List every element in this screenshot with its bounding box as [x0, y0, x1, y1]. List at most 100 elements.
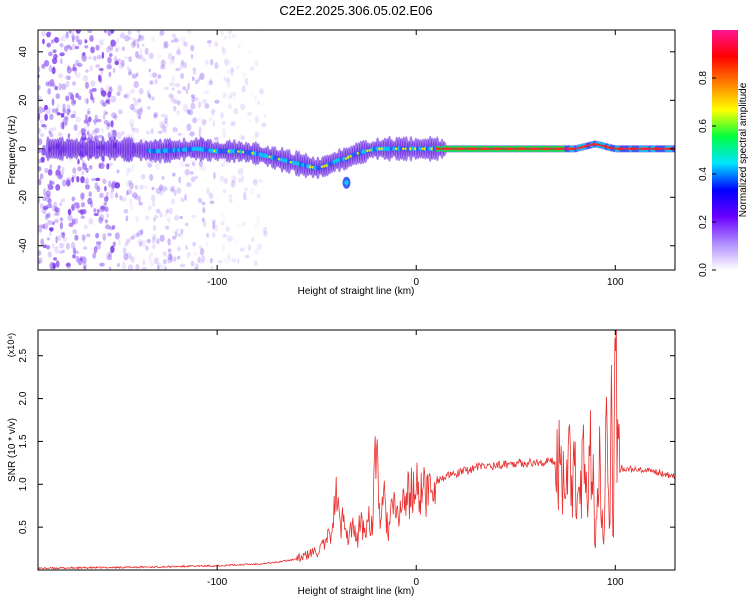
noise-speckle	[89, 35, 94, 42]
noise-speckle	[54, 245, 59, 254]
noise-speckle	[114, 182, 121, 189]
noise-speckle	[94, 127, 100, 134]
noise-speckle	[90, 46, 95, 54]
noise-speckle	[160, 30, 165, 36]
noise-speckle	[149, 173, 154, 182]
noise-speckle	[157, 74, 162, 79]
noise-speckle	[151, 200, 156, 208]
noise-speckle	[195, 79, 199, 85]
noise-speckle	[193, 97, 199, 102]
noise-speckle	[59, 170, 64, 178]
noise-speckle	[116, 37, 120, 44]
colorbar-label: Normalized spectral amplitude	[738, 82, 749, 217]
noise-speckle	[57, 173, 63, 180]
noise-speckle	[171, 75, 176, 83]
noise-speckle	[66, 66, 72, 74]
noise-speckle	[58, 83, 62, 91]
noise-speckle	[145, 245, 149, 251]
noise-speckle	[134, 109, 140, 114]
noise-speckle	[41, 31, 46, 37]
noise-speckle	[71, 218, 76, 225]
noise-speckle	[47, 203, 53, 209]
noise-speckle	[97, 134, 104, 139]
noise-speckle	[83, 265, 87, 270]
noise-speckle	[38, 260, 41, 265]
noise-speckle	[118, 239, 121, 247]
noise-speckle	[108, 44, 114, 51]
noise-speckle	[38, 166, 42, 172]
noise-speckle	[89, 165, 93, 170]
noise-speckle	[233, 93, 236, 102]
noise-speckle	[97, 209, 100, 213]
noise-speckle	[191, 214, 196, 219]
noise-speckle	[151, 194, 156, 201]
noise-speckle	[82, 246, 88, 250]
noise-speckle	[201, 254, 206, 263]
noise-speckle	[198, 166, 203, 171]
noise-speckle	[130, 123, 134, 131]
noise-speckle	[223, 76, 227, 82]
noise-speckle	[135, 51, 139, 58]
noise-speckle	[40, 133, 44, 138]
noise-speckle	[128, 56, 132, 63]
noise-speckle	[143, 184, 149, 190]
noise-speckle	[254, 94, 257, 102]
noise-speckle	[93, 212, 99, 217]
noise-speckle	[66, 117, 69, 122]
noise-speckle	[62, 108, 67, 115]
noise-speckle	[163, 121, 169, 128]
noise-speckle	[88, 218, 94, 225]
snr-plot-frame	[37, 329, 676, 571]
noise-speckle	[87, 30, 93, 34]
noise-speckle	[101, 51, 105, 59]
noise-speckle	[55, 107, 59, 114]
noise-speckle	[87, 110, 91, 115]
noise-speckle	[138, 202, 143, 206]
snr-y-tick-label: 1.0	[18, 477, 29, 491]
noise-speckle	[136, 30, 141, 34]
noise-speckle	[112, 129, 117, 138]
noise-speckle	[217, 260, 222, 264]
noise-speckle	[237, 258, 240, 265]
noise-speckle	[198, 260, 205, 264]
colorbar: 0.0 0.2 0.4 0.6 0.8 Normalized spectral ampl…	[698, 30, 749, 277]
noise-speckle	[137, 115, 142, 120]
noise-speckle	[167, 216, 171, 223]
noise-speckle	[221, 244, 225, 252]
noise-speckle	[95, 232, 100, 239]
noise-speckle	[153, 112, 158, 117]
noise-speckle	[238, 177, 242, 183]
noise-speckle	[237, 167, 244, 176]
noise-speckle	[49, 79, 55, 87]
noise-speckle	[139, 241, 142, 247]
noise-speckle	[77, 130, 81, 136]
noise-speckle	[78, 96, 82, 101]
noise-speckle	[42, 38, 45, 45]
noise-speckle	[108, 162, 113, 167]
noise-speckle	[54, 86, 58, 91]
noise-speckle	[62, 179, 67, 187]
noise-speckle	[243, 196, 247, 201]
noise-speckle	[132, 108, 137, 113]
noise-speckle	[148, 68, 151, 73]
noise-speckle	[62, 249, 65, 254]
noise-speckle	[40, 238, 45, 246]
noise-speckle	[129, 182, 134, 190]
noise-speckle	[132, 97, 136, 102]
noise-speckle	[226, 77, 231, 84]
noise-speckle	[40, 203, 44, 210]
noise-speckle	[104, 185, 107, 192]
noise-speckle	[135, 264, 140, 270]
noise-speckle	[72, 63, 76, 71]
noise-speckle	[82, 52, 86, 57]
noise-speckle	[105, 252, 110, 260]
colorbar-tick-label: 0.0	[698, 263, 709, 277]
noise-speckle	[66, 179, 71, 187]
noise-speckle	[123, 209, 129, 214]
noise-speckle	[173, 105, 177, 112]
noise-speckle	[49, 164, 52, 170]
noise-speckle	[221, 234, 228, 238]
noise-speckle	[239, 247, 245, 252]
noise-speckle	[185, 88, 189, 94]
noise-speckle	[106, 191, 109, 197]
